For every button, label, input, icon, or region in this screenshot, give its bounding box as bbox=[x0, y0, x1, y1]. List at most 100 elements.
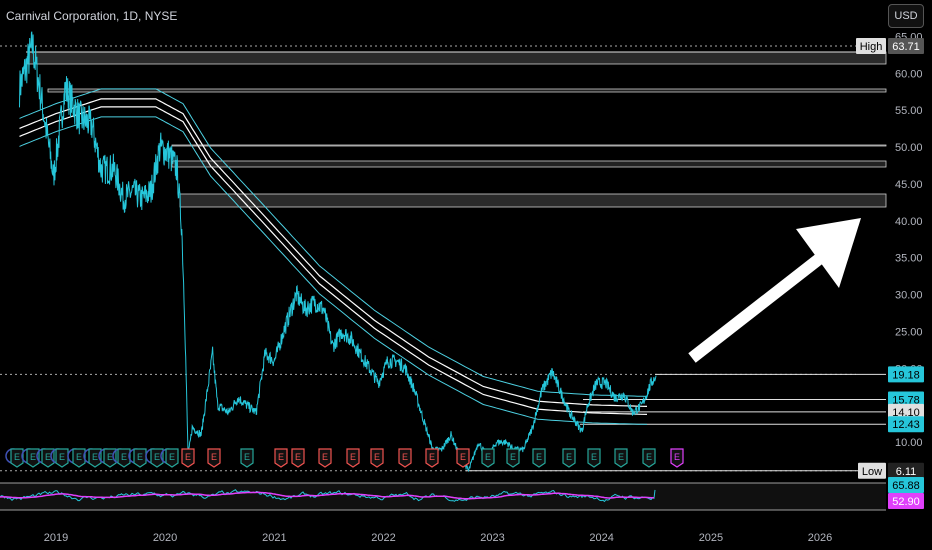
event-marker: E bbox=[207, 448, 221, 468]
earnings-marker-shape bbox=[425, 448, 439, 468]
price-tick-label: 40.00 bbox=[895, 216, 923, 228]
event-marker: E bbox=[181, 448, 195, 468]
level-badge: 15.78 bbox=[888, 391, 924, 408]
ma-line-2 bbox=[19, 98, 648, 407]
rsi-pane bbox=[0, 482, 886, 511]
earnings-marker-letter: E bbox=[107, 452, 113, 462]
high-label-badge: High bbox=[856, 38, 886, 54]
earnings-marker-shape bbox=[506, 448, 520, 468]
earnings-marker-shape bbox=[150, 448, 164, 468]
rsi-value-badge: 65.88 bbox=[888, 477, 924, 493]
level-badge-text: 19.18 bbox=[892, 369, 920, 381]
level-badge-text: 14.10 bbox=[892, 407, 920, 419]
high-value-badge: 63.71 bbox=[888, 38, 924, 54]
x-tick-label: 2026 bbox=[808, 532, 832, 544]
low-label-badge-text: Low bbox=[862, 466, 882, 478]
earnings-marker-letter: E bbox=[322, 452, 328, 462]
chart-title: Carnival Corporation, 1D, NYSE bbox=[6, 9, 178, 23]
rsi-ma-value-badge: 52.90 bbox=[888, 493, 924, 509]
earnings-marker-shape bbox=[481, 448, 495, 468]
earnings-marker-shape bbox=[587, 448, 601, 468]
earnings-marker-shape bbox=[240, 448, 254, 468]
earnings-marker-letter: E bbox=[646, 452, 652, 462]
price-series bbox=[19, 31, 657, 473]
earnings-marker-shape bbox=[562, 448, 576, 468]
zone-top bbox=[27, 51, 887, 65]
rsi-ma-value-badge-box bbox=[888, 493, 924, 509]
axes: 65.0060.0055.0050.0045.0040.0035.0030.00… bbox=[44, 31, 923, 544]
earnings-marker-letter: E bbox=[485, 452, 491, 462]
earnings-marker-letter: E bbox=[374, 452, 380, 462]
low-value-badge-text: 6.11 bbox=[896, 466, 917, 478]
event-marker: E bbox=[506, 448, 520, 468]
earnings-marker-letter: E bbox=[278, 452, 284, 462]
earnings-marker-shape bbox=[88, 448, 102, 468]
x-tick-label: 2024 bbox=[589, 532, 613, 544]
price-tick-label: 35.00 bbox=[895, 253, 923, 265]
earnings-marker-shape bbox=[456, 448, 470, 468]
low-label-badge: Low bbox=[858, 462, 886, 479]
zone-40 bbox=[179, 193, 887, 208]
earnings-marker-letter: E bbox=[30, 452, 36, 462]
earnings-marker-letter: E bbox=[350, 452, 356, 462]
event-marker: E bbox=[532, 448, 546, 468]
currency-button[interactable]: USD bbox=[888, 4, 924, 28]
level-badge: 14.10 bbox=[888, 403, 924, 420]
earnings-marker-letter: E bbox=[244, 452, 250, 462]
earnings-marker-letter: E bbox=[566, 452, 572, 462]
event-marker: E bbox=[5, 448, 24, 468]
earnings-marker-letter: E bbox=[510, 452, 516, 462]
level-badge: 12.43 bbox=[888, 416, 924, 433]
zone-46 bbox=[171, 160, 887, 168]
event-marker: E bbox=[21, 448, 40, 468]
earnings-marker-letter: E bbox=[429, 452, 435, 462]
earnings-marker-shape bbox=[370, 448, 384, 468]
event-marker: E bbox=[346, 448, 360, 468]
high-value-badge-text: 63.71 bbox=[892, 41, 920, 53]
earnings-marker-letter: E bbox=[14, 452, 20, 462]
earnings-marker-letter: E bbox=[674, 452, 680, 462]
earnings-marker-shape bbox=[670, 448, 684, 468]
event-marker: E bbox=[670, 448, 684, 468]
earnings-marker-shape bbox=[532, 448, 546, 468]
x-tick-label: 2025 bbox=[699, 532, 723, 544]
price-tick-label: 50.00 bbox=[895, 142, 923, 154]
price-line bbox=[19, 31, 657, 473]
earnings-marker-letter: E bbox=[92, 452, 98, 462]
high-label-badge-text: High bbox=[860, 41, 883, 53]
x-tick-label: 2020 bbox=[153, 532, 177, 544]
level-badge-box bbox=[888, 403, 924, 420]
ma-line-0 bbox=[19, 88, 648, 397]
earnings-marker-letter: E bbox=[591, 452, 597, 462]
earnings-marker-shape bbox=[274, 448, 288, 468]
earnings-marker-letter: E bbox=[460, 452, 466, 462]
event-marker: E bbox=[145, 448, 164, 468]
earnings-marker-letter: E bbox=[618, 452, 624, 462]
price-tick-label: 55.00 bbox=[895, 105, 923, 117]
event-marker: E bbox=[562, 448, 576, 468]
event-marker: E bbox=[614, 448, 628, 468]
rsi-ma-value-badge-text: 52.90 bbox=[892, 496, 920, 508]
level-badge-text: 12.43 bbox=[892, 419, 920, 431]
earnings-marker-shape bbox=[117, 448, 131, 468]
low-value-badge-box bbox=[888, 462, 924, 479]
earnings-marker-letter: E bbox=[154, 452, 160, 462]
price-tick-label: 60.00 bbox=[895, 68, 923, 80]
event-marker: E bbox=[83, 448, 102, 468]
moving-average-band bbox=[19, 88, 648, 425]
event-marker: E bbox=[67, 448, 86, 468]
price-tick-label: 10.00 bbox=[895, 437, 923, 449]
rsi-value-badge-box bbox=[888, 477, 924, 493]
event-marker: E bbox=[587, 448, 601, 468]
ma-line-1 bbox=[19, 116, 648, 425]
x-tick-label: 2021 bbox=[262, 532, 286, 544]
event-marker: E bbox=[456, 448, 470, 468]
earnings-marker-shape bbox=[291, 448, 305, 468]
earnings-marker-shape bbox=[26, 448, 40, 468]
earnings-marker-shape bbox=[181, 448, 195, 468]
earnings-marker-shape bbox=[72, 448, 86, 468]
price-tick-label: 25.00 bbox=[895, 326, 923, 338]
earnings-marker-shape bbox=[133, 448, 147, 468]
